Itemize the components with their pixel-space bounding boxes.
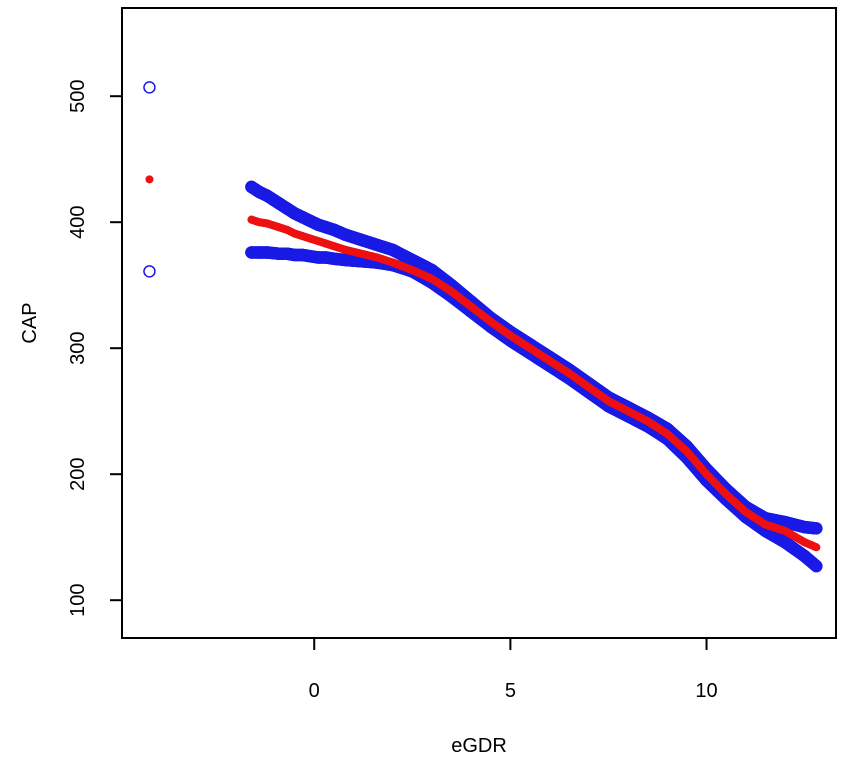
plot-frame xyxy=(121,7,837,639)
y-tick-label: 100 xyxy=(67,584,89,617)
x-axis: 0 5 10 xyxy=(309,638,718,702)
ci-point xyxy=(143,265,156,278)
ci-point xyxy=(143,81,156,94)
x-tick-label: 5 xyxy=(505,680,516,702)
y-axis-title: CAP xyxy=(19,302,41,343)
fitted-point xyxy=(811,542,820,551)
ci-point xyxy=(809,559,822,572)
y-axis: 100 200 300 400 500 xyxy=(67,80,122,617)
x-tick-label: 0 xyxy=(309,680,320,702)
ci-point xyxy=(809,522,822,535)
y-tick-label: 200 xyxy=(67,458,89,491)
y-tick-label: 400 xyxy=(67,206,89,239)
data-points xyxy=(143,81,823,573)
fitted-point xyxy=(145,175,154,184)
y-tick-label: 300 xyxy=(67,332,89,365)
y-tick-label: 500 xyxy=(67,80,89,113)
x-tick-label: 10 xyxy=(695,680,717,702)
x-axis-title: eGDR xyxy=(451,735,507,757)
